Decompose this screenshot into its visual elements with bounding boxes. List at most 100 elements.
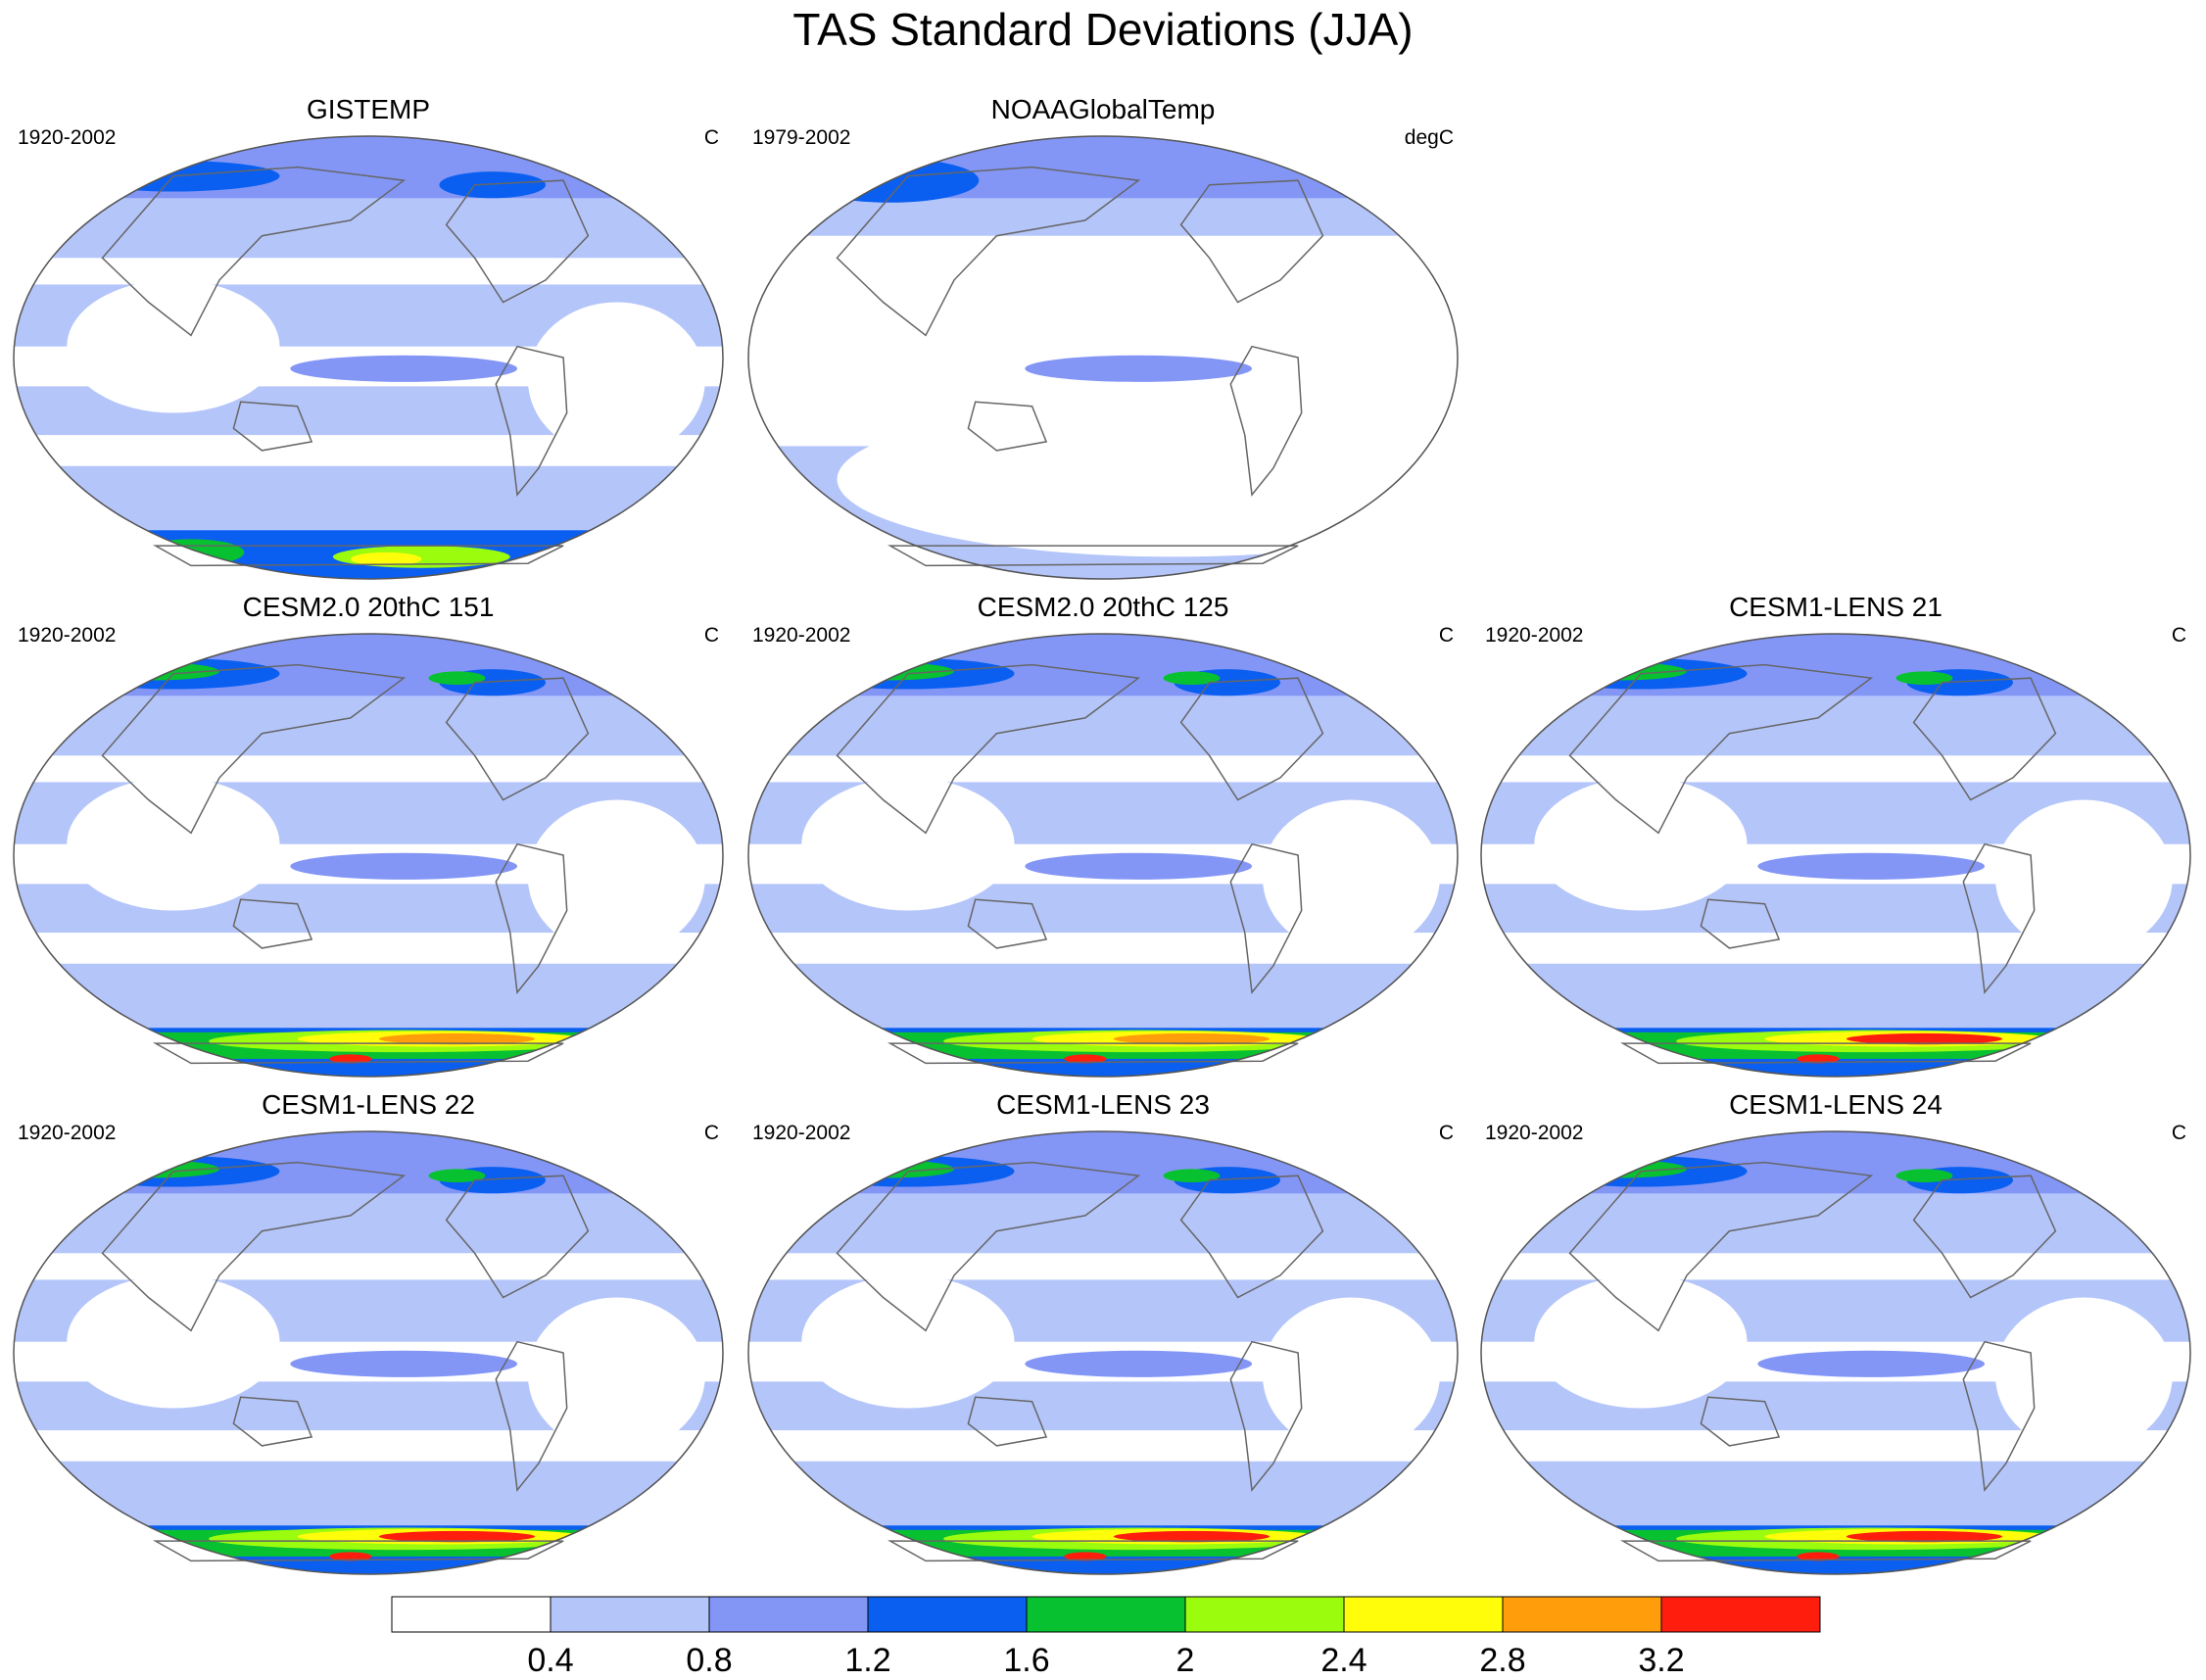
- shade-white-band: [748, 755, 1458, 783]
- shade-white: [801, 1274, 1015, 1409]
- shade-green: [1163, 1169, 1221, 1182]
- coastline: [1179, 1175, 1324, 1299]
- panel-period: 1920-2002: [752, 1122, 851, 1144]
- shade-mid-blue: [748, 634, 1458, 696]
- map-border: [747, 633, 1459, 1078]
- coastline: [967, 401, 1048, 452]
- coastline: [1700, 1396, 1781, 1447]
- map-panel-cesm1-lens-24: CESM1-LENS 24 1920-2002 C: [1475, 1085, 2196, 1583]
- shade-mid-blue: [14, 1131, 723, 1194]
- panel-period: 1920-2002: [18, 1122, 117, 1144]
- panel-period: 1920-2002: [752, 624, 851, 647]
- coastlines: [836, 663, 1324, 1065]
- map: [13, 633, 724, 1078]
- shade-mid-blue: [1481, 1131, 2190, 1194]
- panel-period: 1920-2002: [1485, 624, 1584, 647]
- shade-white: [527, 302, 705, 457]
- colorbar-swatch: [1184, 1596, 1345, 1633]
- shade-mid-blue: [748, 136, 1458, 199]
- map-border: [13, 135, 724, 580]
- shade-mid-blue-tongue: [1757, 1350, 1986, 1377]
- shade-green: [1163, 671, 1221, 685]
- coastline: [152, 545, 564, 567]
- shade-green: [1895, 1169, 1953, 1182]
- shade-mid-blue-tongue: [1025, 852, 1253, 880]
- coastline: [887, 1042, 1299, 1065]
- shade-white: [1994, 799, 2173, 955]
- coastline: [836, 663, 1141, 835]
- shade-white: [1262, 799, 1440, 955]
- colorbar-swatch: [1660, 1596, 1821, 1633]
- colorbar-label: 1.2: [844, 1642, 890, 1679]
- panel-units: C: [703, 624, 719, 647]
- map: [747, 135, 1459, 580]
- shade-red: [1797, 1054, 1840, 1064]
- coastline: [1229, 345, 1303, 497]
- panel-period: 1920-2002: [18, 624, 117, 647]
- map: [1480, 1130, 2191, 1575]
- coastline: [1229, 1340, 1303, 1492]
- colorbar-swatch: [1502, 1596, 1662, 1633]
- shade-white: [67, 1274, 280, 1409]
- panel-units: C: [703, 1122, 719, 1144]
- map-panel-noaa: NOAAGlobalTemp 1979-2002 degC: [743, 90, 1463, 588]
- shade-blue: [439, 171, 546, 199]
- map-border: [13, 633, 724, 1078]
- shading: [748, 136, 1458, 579]
- shade-red: [1797, 1552, 1840, 1561]
- coastline: [101, 663, 407, 835]
- shade-mid-blue-tongue: [290, 1350, 518, 1377]
- panel-period: 1920-2002: [18, 126, 117, 149]
- coastline: [495, 345, 568, 497]
- map-border: [1480, 1130, 2191, 1575]
- panel-title: CESM2.0 20thC 125: [977, 592, 1229, 622]
- coastlines: [101, 1161, 590, 1562]
- coastline: [1700, 898, 1781, 949]
- shade-white: [1262, 1297, 1440, 1453]
- panel-units: C: [2171, 624, 2186, 647]
- colorbar-label: 1.6: [1003, 1642, 1049, 1679]
- coastline: [495, 842, 568, 994]
- shade-white: [1534, 1274, 1748, 1409]
- coastline: [232, 898, 313, 949]
- shade-white-band: [748, 1253, 1458, 1280]
- coastline: [1962, 1340, 2036, 1492]
- coastline: [101, 166, 407, 337]
- shade-red: [1064, 1054, 1107, 1064]
- coastline: [967, 1396, 1048, 1447]
- panel-units: degC: [1404, 126, 1454, 149]
- coastline: [1179, 179, 1324, 304]
- shade-mid-blue-tongue: [1025, 355, 1253, 382]
- shade-red: [329, 1054, 372, 1064]
- shade-white: [837, 402, 1458, 557]
- shade-orange-red: [1113, 1530, 1271, 1543]
- shade-orange-red: [1846, 1032, 2003, 1045]
- map-panel-cesm2-125: CESM2.0 20thC 125 1920-2002 C: [743, 588, 1463, 1085]
- map: [1480, 633, 2191, 1078]
- shade-red: [1064, 1552, 1107, 1561]
- shade-red: [329, 1552, 372, 1561]
- map-border: [1480, 633, 2191, 1078]
- coastline: [836, 1161, 1141, 1332]
- panel-title: CESM1-LENS 21: [1729, 592, 1942, 622]
- shade-orange-red: [1846, 1530, 2003, 1543]
- map-border: [747, 1130, 1459, 1575]
- colorbar-label: 2.4: [1320, 1642, 1367, 1679]
- map-panel-gistemp: GISTEMP 1920-2002 C: [8, 90, 729, 588]
- coastline: [1962, 842, 2036, 994]
- map: [13, 1130, 724, 1575]
- shade-white: [67, 777, 280, 911]
- map-panel-cesm1-lens-21: CESM1-LENS 21 1920-2002 C: [1475, 588, 2196, 1085]
- colorbar-swatch: [1343, 1596, 1504, 1633]
- shade-yellow: [350, 552, 422, 566]
- coastline: [1229, 842, 1303, 994]
- colorbar-label: 2: [1176, 1642, 1195, 1679]
- shade-white: [527, 1297, 705, 1453]
- colorbar: 0.4 0.8 1.2 1.6 2 2.4 2.8 3.2: [391, 1596, 1821, 1679]
- shade-mid-blue: [748, 1131, 1458, 1194]
- shade-green: [428, 671, 486, 685]
- coastline: [1619, 1042, 2032, 1065]
- shade-orange-red: [378, 1530, 536, 1543]
- coastline: [1179, 677, 1324, 801]
- panel-units: C: [1438, 1122, 1454, 1144]
